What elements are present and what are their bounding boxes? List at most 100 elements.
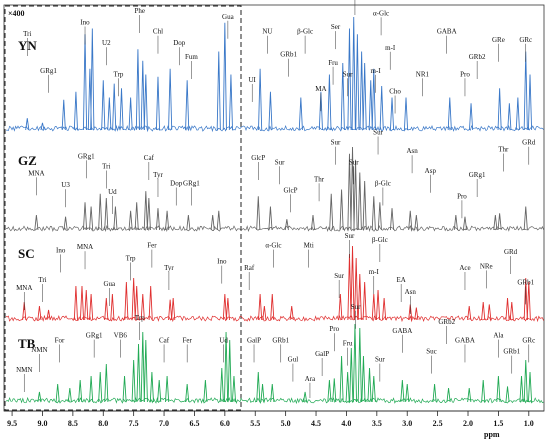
spectrum-peak-tb-14 (165, 375, 170, 403)
x-axis-label: ppm (484, 430, 500, 439)
peak-label-yn-11: NU (262, 28, 272, 36)
peak-label-tb-2: For (55, 336, 65, 344)
peak-label-sc-5: Trp (126, 254, 136, 262)
x-tick-label-0: 9.5 (7, 419, 17, 428)
peak-label-tb-20: Suc (426, 348, 437, 356)
spectrum-peak-sc-11 (134, 285, 139, 321)
spectrum-peak-tb-27 (339, 355, 344, 403)
spectrum-peak-gz-28 (377, 202, 382, 231)
spectrum-peak-yn-43 (527, 74, 533, 131)
spectrum-peak-sc-15 (171, 297, 176, 321)
spectrum-peak-tb-2 (67, 387, 72, 403)
spectrum-peak-gz-1 (63, 216, 68, 231)
peak-label-gz-4: Ud (108, 188, 117, 196)
peak-label-sc-4: Gua (104, 280, 117, 288)
spectrum-peak-gz-3 (89, 206, 94, 231)
spectrum-peak-sc-25 (354, 257, 359, 321)
peak-label-tb-3: GRg1 (86, 332, 103, 340)
spectrum-peak-sc-39 (526, 281, 531, 321)
spectrum-peak-tb-21 (256, 371, 261, 403)
x-tick-label-4: 7.5 (129, 419, 139, 428)
peak-label-sc-20: GRd (504, 248, 518, 256)
peak-label-tb-22: Ala (493, 332, 504, 340)
spectrum-peak-tb-25 (327, 379, 332, 403)
group-label-gz: GZ (18, 153, 37, 168)
peak-label-yn-25: Pro (460, 70, 470, 78)
spectrum-peak-yn-7 (101, 80, 106, 131)
peak-label-gz-14: Sur (349, 158, 359, 166)
spectrum-peak-sc-13 (148, 285, 153, 321)
peak-label-yn-6: Chl (153, 28, 163, 36)
spectrum-peak-yn-30 (359, 51, 364, 131)
peak-label-tb-23: GRb1 (503, 348, 520, 356)
spectrum-peak-gz-11 (155, 208, 161, 231)
peak-label-gz-20: GRg1 (469, 171, 486, 179)
spectrum-peak-yn-8 (107, 97, 112, 131)
peak-label-tb-1: NMN (31, 346, 47, 354)
spectrum-peak-yn-35 (389, 97, 395, 131)
peak-label-gz-18: Asp (425, 167, 437, 175)
x-tick-label-11: 4.0 (341, 419, 351, 428)
peak-label-yn-9: Gua (222, 13, 235, 21)
peak-label-yn-28: GRc (519, 36, 532, 44)
spectrum-peak-tb-0 (37, 391, 42, 403)
x-tick-label-3: 8.0 (98, 419, 108, 428)
spectrum-peak-sc-22 (338, 293, 343, 321)
spectrum-peak-tb-16 (203, 379, 208, 403)
spectrum-peak-yn-4 (82, 34, 88, 131)
spectrum-peak-tb-6 (104, 363, 109, 403)
spectrum-trace-yn (5, 124, 544, 133)
spectrum-peak-sc-10 (131, 277, 136, 321)
peak-label-sc-14: β-Glc (372, 236, 388, 244)
peak-label-gz-8: GRg1 (183, 180, 200, 188)
group-label-tb: TB (18, 336, 36, 351)
spectrum-peak-tb-1 (55, 383, 60, 403)
spectrum-peak-tb-38 (446, 387, 451, 403)
peak-label-tb-19: GRb2 (438, 318, 455, 326)
spectrum-peak-sc-16 (222, 293, 227, 321)
peak-label-sc-12: Sur (334, 272, 344, 280)
spectrum-peak-tb-22 (260, 383, 265, 403)
peak-label-tb-0: NMN (16, 366, 32, 374)
peak-label-yn-8: Fum (185, 53, 198, 61)
spectrum-peak-sc-37 (509, 301, 514, 321)
peak-label-sc-2: Ino (56, 246, 66, 254)
peak-label-sc-13: Sur (345, 232, 355, 240)
spectrum-peak-yn-37 (447, 97, 452, 131)
spectrum-peak-sc-14 (168, 299, 173, 321)
spectrum-peak-yn-22 (268, 91, 273, 131)
spectrum-peak-sc-32 (414, 307, 419, 321)
spectrum-peak-gz-5 (104, 197, 109, 231)
spectrum-peak-gz-29 (389, 208, 395, 231)
peak-label-yn-19: m-I (371, 67, 382, 75)
x-tick-label-1: 9.0 (37, 419, 47, 428)
peak-label-sc-3: MNA (77, 243, 93, 251)
spectrum-peak-gz-15 (216, 210, 221, 231)
spectrum-peak-tb-12 (149, 371, 154, 403)
spectrum-panel-sc: SC MNA Tri Ino MNA Gua Trp Fer Tyr Ino Raf α-Glc Mti… (5, 232, 544, 323)
spectrum-peak-tb-4 (89, 375, 94, 403)
spectrum-peak-yn-20 (228, 74, 233, 131)
spectrum-peak-sc-17 (225, 297, 230, 321)
spectrum-peak-gz-14 (210, 214, 215, 231)
peak-label-gz-1: U3 (61, 181, 70, 189)
peak-label-yn-27: GRe (492, 36, 505, 44)
x-tick-label-5: 7.0 (159, 419, 169, 428)
spectrum-peak-yn-27 (347, 28, 352, 131)
group-label-sc: SC (18, 246, 35, 261)
spectrum-peak-sc-30 (382, 297, 387, 321)
spectrum-peak-gz-34 (493, 214, 498, 231)
spectrum-peak-tb-3 (78, 379, 83, 403)
peak-label-tb-24: GRc (522, 336, 535, 344)
peak-label-yn-26: GRb2 (469, 53, 486, 61)
spectrum-peak-yn-1 (40, 122, 45, 131)
spectrum-peak-yn-28 (351, 16, 356, 131)
spectrum-peak-yn-33 (371, 68, 376, 131)
spectrum-peak-gz-20 (329, 193, 334, 231)
spectrum-peak-yn-0 (25, 118, 30, 131)
spectrum-peak-gz-7 (128, 210, 133, 231)
peak-label-yn-3: U2 (102, 39, 111, 47)
peak-label-tb-17: Sur (375, 356, 385, 364)
peak-label-yn-24: GABA (437, 28, 457, 36)
